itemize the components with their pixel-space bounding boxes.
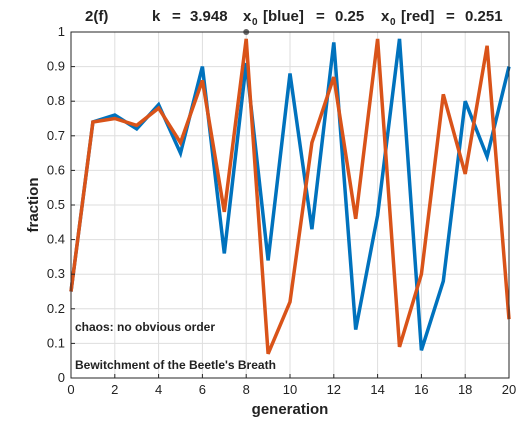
title-x0-blue-sub: 0 xyxy=(252,17,258,28)
x-tick-label: 8 xyxy=(243,382,250,397)
y-tick-label: 1 xyxy=(58,24,65,39)
title-x0-red-color-word: [red] xyxy=(401,8,434,25)
x-tick-label: 20 xyxy=(502,382,516,397)
y-tick-label: 0 xyxy=(58,370,65,385)
title-x0-red-sub: 0 xyxy=(390,17,396,28)
y-tick-label: 0.7 xyxy=(47,128,65,143)
x-tick-label: 12 xyxy=(327,382,341,397)
title-x0-blue-color-word: [blue] xyxy=(263,8,304,25)
annotation-chaos: chaos: no obvious order xyxy=(75,320,215,334)
y-tick-label: 0.3 xyxy=(47,266,65,281)
y-tick-label: 0.8 xyxy=(47,93,65,108)
title-x0-blue-value: 0.25 xyxy=(335,8,364,25)
y-tick-label: 0.4 xyxy=(47,232,65,247)
series-layer xyxy=(69,38,511,355)
chart-title: 2(f) k = 3.948 x 0 [blue] = 0.25 x 0 [re… xyxy=(85,8,503,29)
x-tick-label: 10 xyxy=(283,382,297,397)
y-tick-label: 0.9 xyxy=(47,59,65,74)
x-tick-label: 2 xyxy=(111,382,118,397)
y-tick-label: 0.6 xyxy=(47,162,65,177)
y-axis-label: fraction xyxy=(25,177,42,232)
x-tick-label: 14 xyxy=(370,382,384,397)
title-x0-blue-eq: = xyxy=(316,8,325,25)
tick-labels: 0 2 4 6 8 10 12 14 16 18 20 0 0.1 0.2 0.3 0.4 0.5 0.6 0.7 0… xyxy=(47,24,516,397)
annotation-title-note: Bewitchment of the Beetle's Breath xyxy=(75,358,276,372)
title-x0-red-eq: = xyxy=(446,8,455,25)
title-x0-red-value: 0.251 xyxy=(465,8,503,25)
title-x0-blue-label: x xyxy=(243,8,252,25)
y-tick-label: 0.1 xyxy=(47,335,65,350)
x-tick-label: 0 xyxy=(67,382,74,397)
x-tick-label: 16 xyxy=(414,382,428,397)
series-line-red xyxy=(69,38,511,355)
title-panel: 2(f) xyxy=(85,8,108,25)
x-axis-label: generation xyxy=(252,401,329,418)
x-tick-label: 6 xyxy=(199,382,206,397)
y-tick-label: 0.2 xyxy=(47,301,65,316)
title-k-value: 3.948 xyxy=(190,8,228,25)
y-tick-label: 0.5 xyxy=(47,197,65,212)
x-tick-label: 18 xyxy=(458,382,472,397)
title-k-label: k xyxy=(152,8,161,25)
x-tick-label: 4 xyxy=(155,382,162,397)
title-x0-red-label: x xyxy=(381,8,390,25)
title-k-eq: = xyxy=(172,8,181,25)
